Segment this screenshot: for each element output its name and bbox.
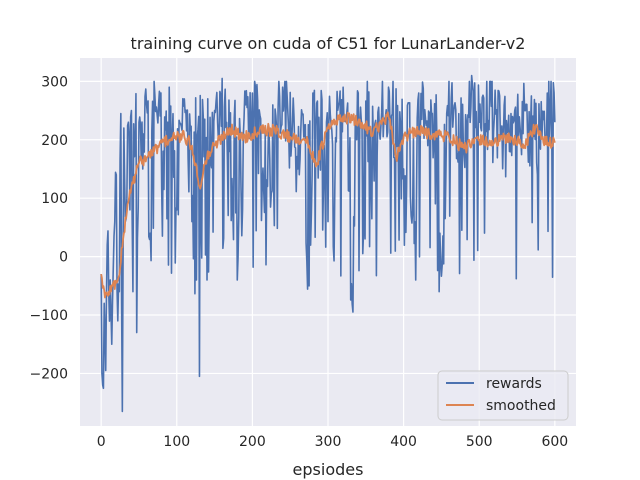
series-line-smoothed [100, 111, 556, 299]
y-tick-label: 200 [41, 133, 68, 149]
legend-label-rewards: rewards [486, 376, 542, 392]
x-tick-label: 0 [97, 434, 106, 450]
tick-labels: 0 100 200 300 400 500 600 −200 −100 0 100 200 300 [30, 74, 569, 450]
y-tick-label: −100 [30, 308, 68, 324]
y-tick-label: 0 [59, 250, 68, 266]
legend-label-smoothed: smoothed [486, 398, 556, 414]
x-tick-label: 500 [466, 434, 493, 450]
y-tick-label: 300 [41, 74, 68, 90]
series-layer [100, 74, 556, 413]
y-tick-label: −200 [30, 366, 68, 382]
legend: rewards smoothed [437, 370, 569, 421]
x-tick-label: 100 [163, 434, 190, 450]
x-tick-label: 600 [541, 434, 568, 450]
y-tick-label: 100 [41, 191, 68, 207]
series-line-rewards [100, 74, 556, 413]
chart-title: training curve on cuda of C51 for LunarL… [131, 34, 526, 53]
x-tick-label: 300 [315, 434, 342, 450]
x-tick-label: 400 [390, 434, 417, 450]
x-axis-label: epsiodes [293, 460, 364, 479]
x-tick-label: 200 [239, 434, 266, 450]
